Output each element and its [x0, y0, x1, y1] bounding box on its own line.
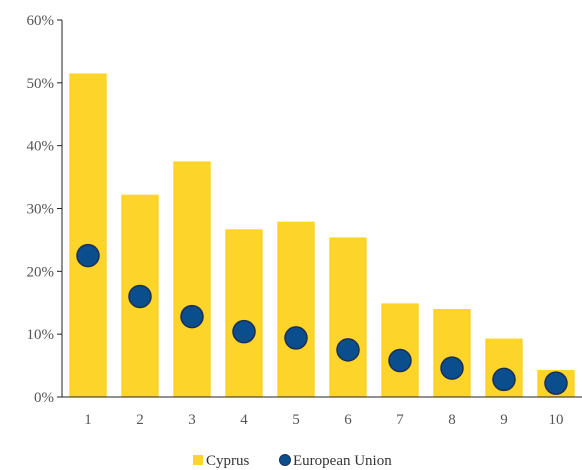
bar-cyprus — [69, 73, 107, 398]
plot-area: 0% 10% 20% 30% 40% 50% 60% 1 2 3 4 5 6 7 8 9 10 — [27, 13, 582, 428]
x-tick-label: 8 — [448, 412, 456, 428]
cyprus-bars — [69, 73, 575, 398]
legend-marker-european-union — [279, 454, 291, 466]
x-axis-ticks: 1 2 3 4 5 6 7 8 9 10 — [84, 412, 563, 428]
y-tick-label: 30% — [27, 202, 55, 218]
y-axis-ticks: 0% 10% 20% 30% 40% 50% 60% — [27, 13, 62, 406]
x-tick-label: 5 — [292, 412, 300, 428]
marker-european-union — [76, 243, 100, 268]
eu-markers — [76, 243, 568, 395]
legend-label-european-union: European Union — [293, 453, 392, 469]
y-tick-label: 40% — [27, 139, 55, 155]
marker-european-union — [388, 348, 412, 373]
x-tick-label: 4 — [240, 412, 248, 428]
bar-cyprus — [225, 229, 263, 397]
bar-cyprus — [173, 161, 211, 397]
x-tick-label: 9 — [500, 412, 508, 428]
marker-european-union — [440, 356, 464, 380]
marker-european-union — [336, 338, 360, 362]
marker-european-union — [232, 319, 256, 344]
x-tick-label: 3 — [188, 412, 196, 428]
legend: Cyprus European Union — [193, 453, 392, 469]
y-tick-label: 10% — [27, 327, 55, 343]
marker-european-union — [544, 371, 568, 395]
x-tick-label: 7 — [396, 412, 404, 428]
marker-european-union — [284, 326, 308, 350]
legend-swatch-cyprus — [193, 455, 203, 465]
marker-european-union — [492, 367, 516, 392]
y-tick-label: 20% — [27, 264, 55, 280]
marker-european-union — [180, 304, 204, 329]
bar-cyprus — [433, 309, 471, 397]
bar-cyprus — [277, 221, 315, 397]
y-tick-label: 60% — [27, 13, 55, 29]
x-tick-label: 1 — [84, 412, 92, 428]
x-tick-label: 2 — [136, 412, 144, 428]
y-tick-label: 0% — [34, 390, 54, 406]
x-tick-label: 6 — [344, 412, 352, 428]
legend-label-cyprus: Cyprus — [206, 453, 250, 469]
x-tick-label: 10 — [549, 412, 564, 428]
bar-cyprus — [329, 237, 367, 397]
y-tick-label: 50% — [27, 76, 55, 92]
marker-european-union — [128, 284, 152, 309]
